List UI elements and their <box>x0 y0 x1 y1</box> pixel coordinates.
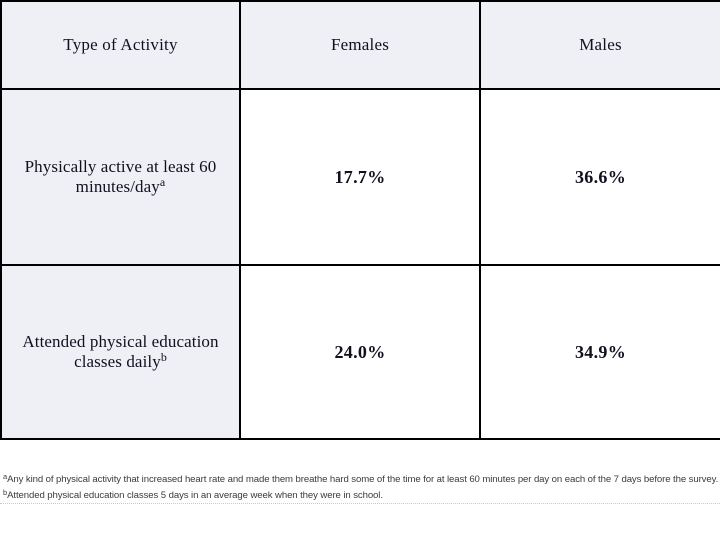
column-header-females: Females <box>241 2 481 90</box>
footnote-b-text: Attended physical education classes 5 da… <box>7 489 383 501</box>
footnote-a-text: Any kind of physical activity that incre… <box>7 474 718 485</box>
row-label-text: Physically active at least 60 minutes/da… <box>7 157 234 198</box>
value-cell-physically-active-females: 17.7% <box>241 90 481 266</box>
percentage-value: 36.6% <box>575 166 626 187</box>
percentage-value: 34.9% <box>575 341 626 362</box>
footnote-b-superscript: b <box>3 487 8 497</box>
row-label-superscript: b <box>160 350 167 364</box>
value-cell-attended-pe-males: 34.9% <box>481 266 720 438</box>
column-header-label: Females <box>330 35 390 54</box>
footnote-a: aAny kind of physical activity that incr… <box>3 472 718 488</box>
row-label-main: Attended physical education classes dail… <box>22 331 219 371</box>
footnote-b: bAttended physical education classes 5 d… <box>3 488 718 504</box>
column-header-label: Males <box>579 35 622 54</box>
activity-stats-table: Type of Activity Females Males Physicall… <box>0 0 720 440</box>
row-label-physically-active: Physically active at least 60 minutes/da… <box>2 90 241 266</box>
column-header-type-of-activity: Type of Activity <box>2 2 241 90</box>
percentage-value: 24.0% <box>334 341 386 362</box>
footnote-a-superscript: a <box>3 472 8 481</box>
footnote-box: aAny kind of physical activity that incr… <box>0 440 720 504</box>
percentage-value: 17.7% <box>334 166 386 187</box>
row-label-superscript: a <box>159 175 166 189</box>
row-label-text: Attended physical education classes dail… <box>7 332 234 373</box>
column-header-males: Males <box>481 2 720 90</box>
value-cell-attended-pe-females: 24.0% <box>241 266 481 438</box>
row-label-main: Physically active at least 60 minutes/da… <box>24 156 217 196</box>
value-cell-physically-active-males: 36.6% <box>481 90 720 266</box>
column-header-label: Type of Activity <box>63 35 178 54</box>
row-label-attended-pe: Attended physical education classes dail… <box>2 266 241 438</box>
